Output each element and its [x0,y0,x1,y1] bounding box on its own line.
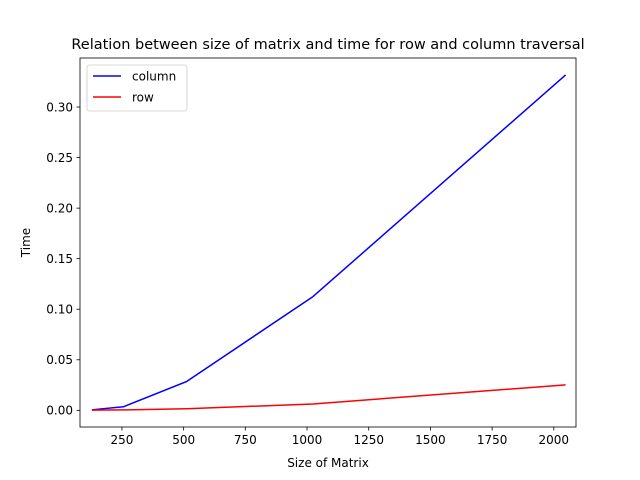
x-tick-label: 750 [234,433,257,447]
x-tick-label: 1000 [292,433,323,447]
y-tick-label: 0.30 [46,100,73,114]
x-tick-label: 500 [172,433,195,447]
y-tick-label: 0.05 [46,353,73,367]
chart-title: Relation between size of matrix and time… [71,37,584,53]
y-tick-label: 0.10 [46,303,73,317]
x-tick-label: 1500 [415,433,446,447]
series-line-row [91,384,566,411]
plot-area [91,74,567,411]
legend-label-column: column [132,69,176,83]
legend-label-row: row [132,90,154,104]
x-axis: 250 500 750 1000 1250 1500 1750 2000 [110,427,569,447]
y-tick-label: 0.25 [46,151,73,165]
y-axis: 0.00 0.05 0.10 0.15 0.20 0.25 0.30 [46,100,80,418]
y-tick-label: 0.00 [46,404,73,418]
x-tick-label: 1750 [477,433,508,447]
plot-frame [79,57,577,428]
y-tick-label: 0.20 [46,201,73,215]
y-tick-label: 0.15 [46,252,73,266]
x-tick-label: 2000 [539,433,570,447]
x-tick-label: 250 [110,433,133,447]
x-tick-label: 1250 [353,433,384,447]
y-axis-title: Time [19,228,33,258]
legend: column row [86,64,188,112]
series-line-column [91,74,567,411]
x-axis-title: Size of Matrix [287,456,369,470]
